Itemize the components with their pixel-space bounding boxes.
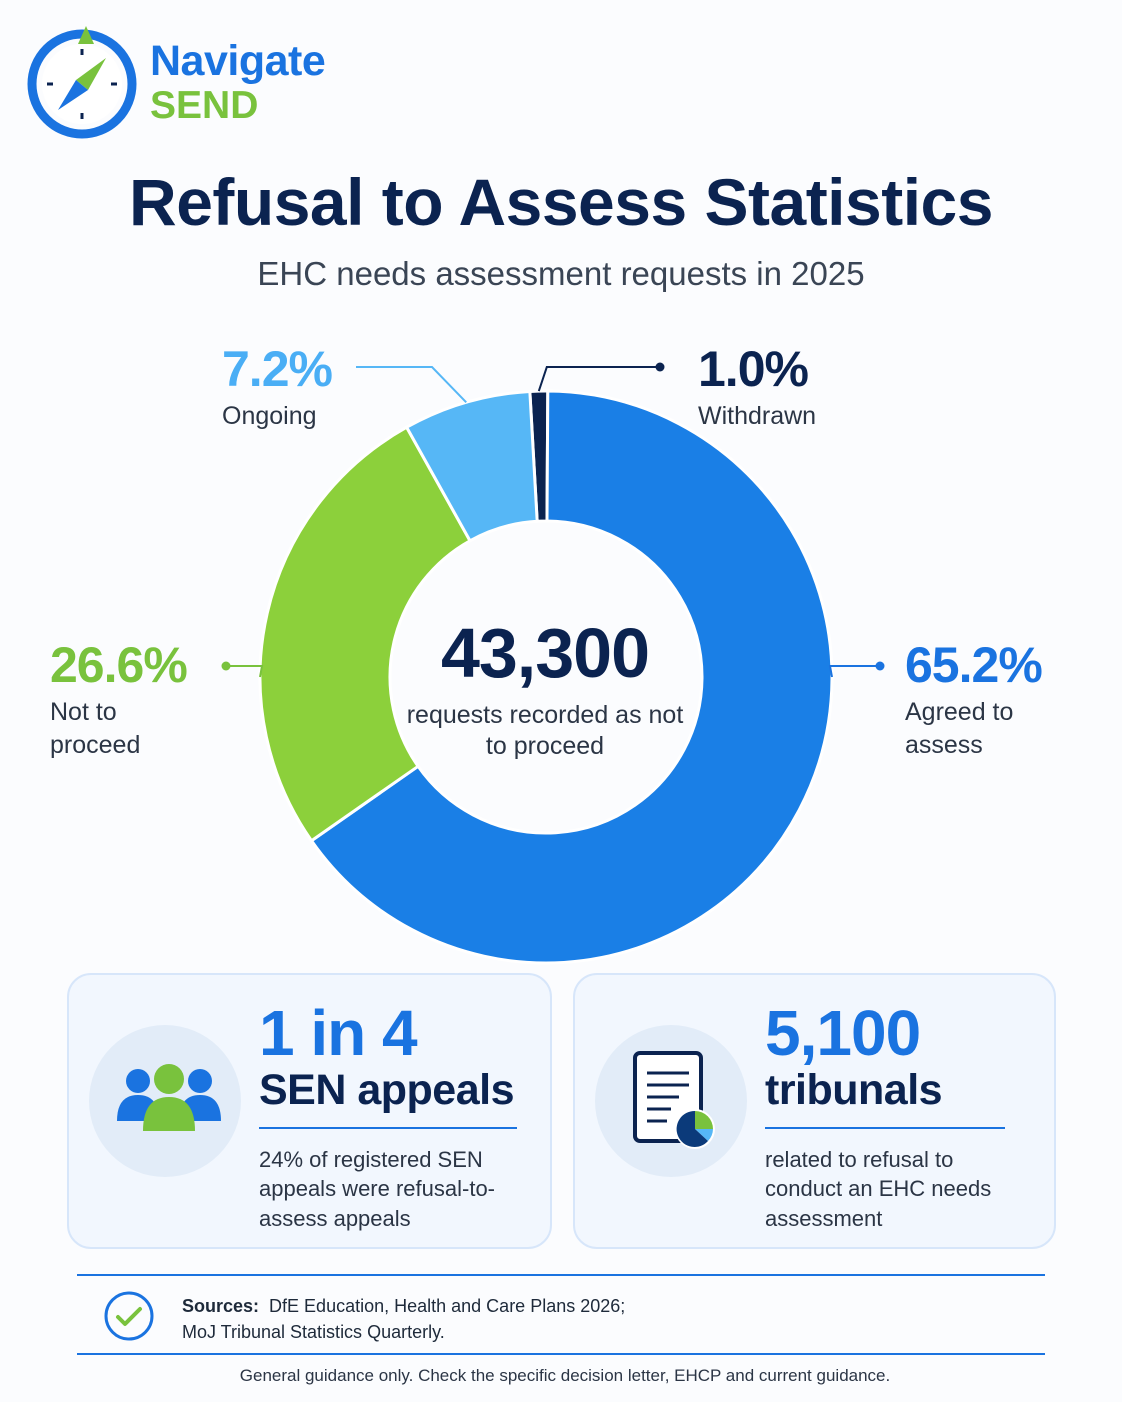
page-title: Refusal to Assess Statistics	[129, 165, 993, 239]
brand-name: Navigate	[150, 37, 326, 85]
label-withdrawn: 1.0% Withdrawn	[698, 344, 816, 433]
brand-subname: SEND	[150, 84, 259, 127]
label-ongoing: 7.2% Ongoing	[222, 341, 333, 433]
footer-disclaimer: General guidance only. Check the specifi…	[239, 1366, 891, 1385]
value-not-to-proceed: 26.6%	[50, 637, 188, 693]
stat-card-appeals: 1 in 4 SEN appeals 24% of registered SEN…	[67, 973, 552, 1249]
name-withdrawn: Withdrawn	[698, 402, 817, 430]
sources-text: Sources: DfE Education, Health and Care …	[182, 1293, 625, 1345]
donut-slice-not-to-proceed	[258, 425, 473, 843]
leader-line-ongoing	[356, 366, 467, 404]
sources-line-1: DfE Education, Health and Care Plans 202…	[269, 1296, 626, 1316]
name-not-to-proceed: Not to proceed	[50, 698, 141, 759]
center-total-value: 43,300	[440, 614, 650, 692]
leader-line-agreed-to-assess	[828, 665, 880, 678]
name-agreed-to-assess: Agreed to assess	[905, 698, 1014, 759]
appeals-stat-heading: SEN appeals	[259, 1066, 515, 1114]
stat-card-tribunals: 5,100 tribunals related to refusal to co…	[573, 973, 1056, 1249]
leader-dot-not-to-proceed	[221, 661, 231, 671]
check-circle-icon	[104, 1291, 154, 1341]
leader-dot-withdrawn	[655, 362, 665, 372]
name-ongoing: Ongoing	[222, 402, 317, 430]
label-agreed-to-assess: 65.2% Agreed to assess	[905, 640, 1085, 761]
label-not-to-proceed: 26.6% Not to proceed	[50, 640, 240, 761]
sources-top-divider	[77, 1274, 1045, 1276]
appeals-stat-value: 1 in 4	[259, 997, 418, 1069]
value-withdrawn: 1.0%	[698, 341, 809, 397]
center-total-label: requests recorded as not to proceed	[406, 701, 684, 760]
tribunals-stat-heading: tribunals	[765, 1066, 943, 1114]
value-agreed-to-assess: 65.2%	[905, 637, 1043, 693]
donut-slice-agreed-to-assess	[309, 389, 834, 965]
tribunals-stat-value: 5,100	[765, 997, 921, 1069]
page-subtitle: EHC needs assessment requests in 2025	[257, 255, 865, 292]
leader-dot-agreed-to-assess	[875, 661, 885, 671]
sources-label: Sources:	[182, 1296, 260, 1316]
leader-line-not-to-proceed	[226, 665, 264, 678]
sources-line-2: MoJ Tribunal Statistics Quarterly.	[182, 1322, 445, 1343]
donut-slice-ongoing	[404, 389, 539, 543]
value-ongoing: 7.2%	[222, 341, 333, 397]
compass-logo-icon	[27, 26, 137, 139]
appeals-divider	[259, 1127, 517, 1129]
appeals-stat-description: 24% of registered SEN appeals were refus…	[259, 1147, 496, 1231]
people-group-icon	[89, 1025, 241, 1177]
donut-chart	[221, 362, 885, 965]
document-chart-icon	[595, 1025, 747, 1177]
leader-line-withdrawn	[537, 366, 660, 392]
tribunals-stat-description: related to refusal to conduct an EHC nee…	[765, 1147, 992, 1231]
tribunals-divider	[765, 1127, 1005, 1129]
sources-bottom-divider	[77, 1353, 1045, 1355]
